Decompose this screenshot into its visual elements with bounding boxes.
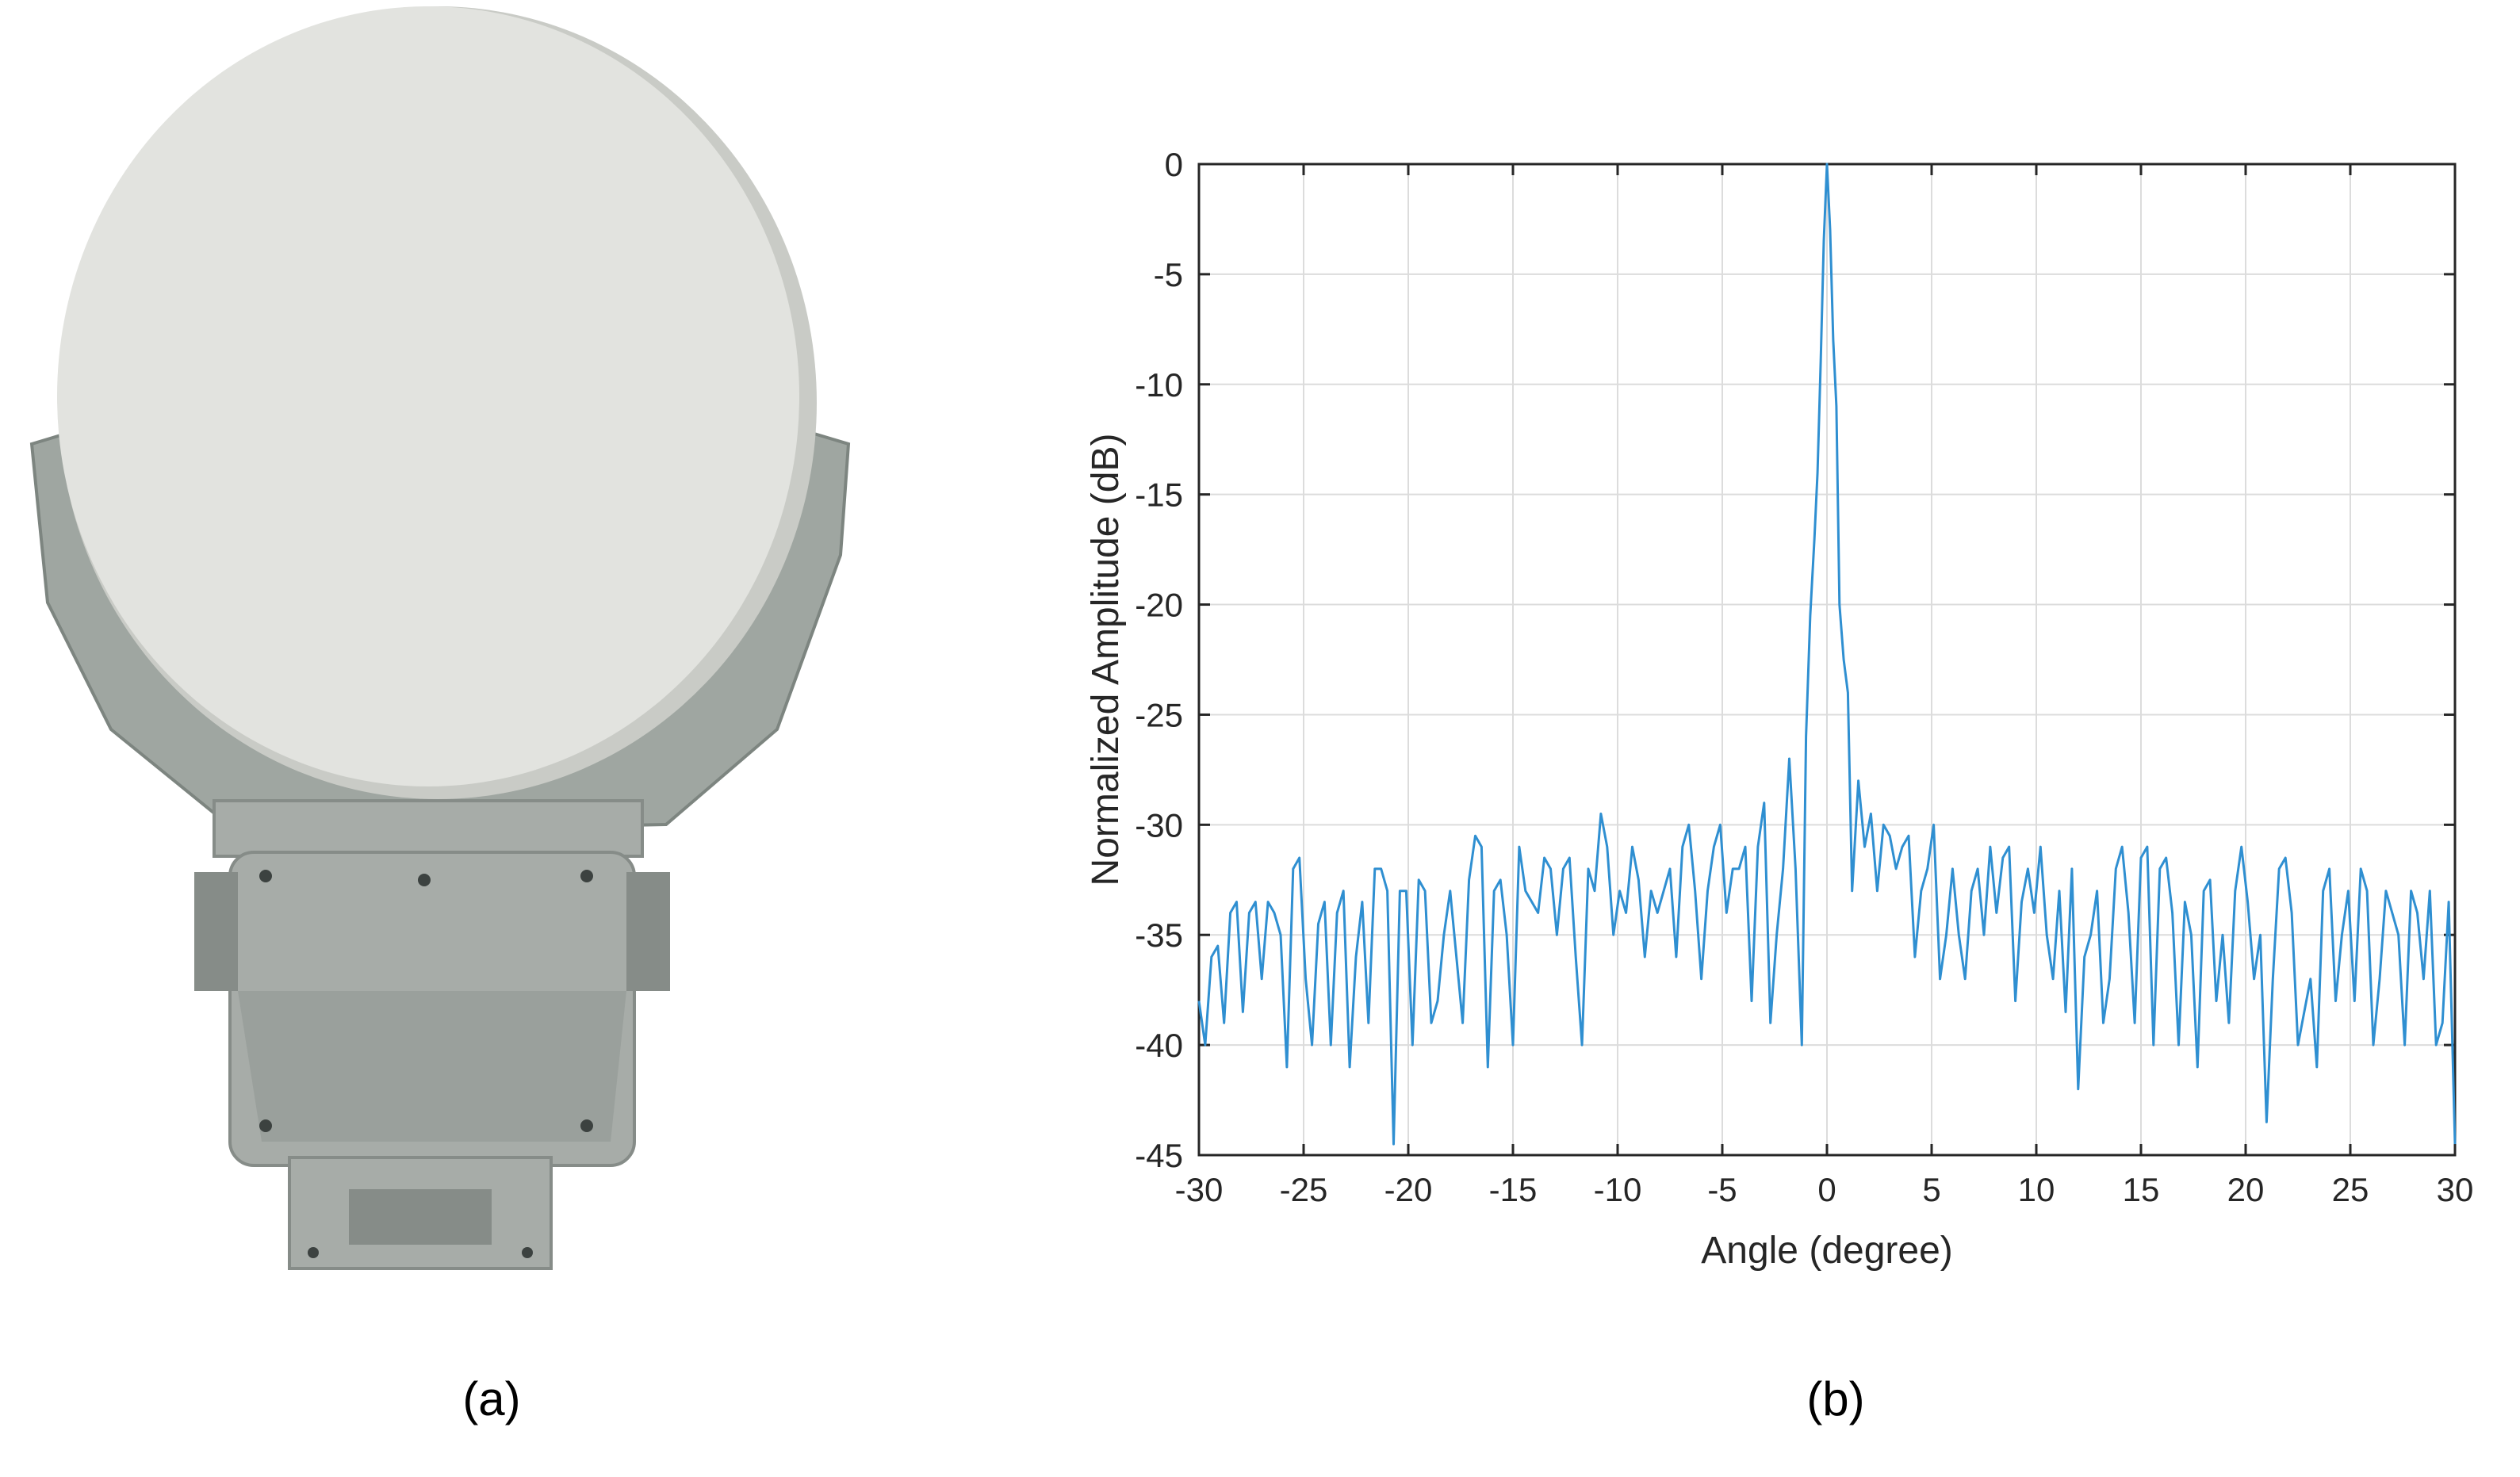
x-tick-label: 25 xyxy=(2332,1171,2369,1208)
x-tick-label: -20 xyxy=(1384,1171,1433,1208)
x-tick-label: -30 xyxy=(1175,1171,1224,1208)
x-tick-label: 20 xyxy=(2227,1171,2265,1208)
grid xyxy=(1199,164,2455,1155)
y-axis-label: Normalized Amplitude (dB) xyxy=(1085,434,1127,886)
y-tick-label: -5 xyxy=(1154,256,1183,293)
x-tick-label: 5 xyxy=(1922,1171,1940,1208)
x-tick-label: -5 xyxy=(1707,1171,1737,1208)
antenna-photo xyxy=(29,6,851,1270)
radome xyxy=(57,6,799,786)
x-tick-label: -25 xyxy=(1280,1171,1328,1208)
axis-ticks: -30 -25 -20 -15 -10 -5 0 5 10 15 20 25 30 0 -5 -10 -15 -2… xyxy=(1135,146,2473,1208)
x-tick-label: 10 xyxy=(2018,1171,2055,1208)
x-tick-label: 0 xyxy=(1817,1171,1836,1208)
mount-base-slot xyxy=(349,1189,492,1245)
y-tick-label: -45 xyxy=(1135,1137,1183,1174)
radiation-pattern-chart: -30 -25 -20 -15 -10 -5 0 5 10 15 20 25 30 0 -5 -10 -15 -2… xyxy=(1085,146,2473,1272)
x-axis-label: Angle (degree) xyxy=(1701,1230,1953,1272)
bolts xyxy=(259,870,593,1258)
y-tick-label: -15 xyxy=(1135,476,1183,514)
mount-top-plate xyxy=(213,799,644,858)
x-tick-label: -10 xyxy=(1594,1171,1642,1208)
caption-a: (a) xyxy=(462,1372,521,1425)
y-tick-label: -10 xyxy=(1135,366,1183,404)
mount-side-right xyxy=(626,872,670,991)
series-line xyxy=(1197,163,2457,1146)
y-tick-label: -35 xyxy=(1135,916,1183,954)
y-tick-label: -30 xyxy=(1135,806,1183,844)
x-tick-label: 30 xyxy=(2437,1171,2474,1208)
caption-b: (b) xyxy=(1806,1372,1865,1425)
y-tick-label: 0 xyxy=(1165,146,1183,183)
y-tick-label: -20 xyxy=(1135,587,1183,624)
mount-lower-shell xyxy=(238,991,626,1142)
x-tick-label: -15 xyxy=(1489,1171,1538,1208)
y-tick-label: -40 xyxy=(1135,1027,1183,1064)
mount-side-left xyxy=(194,872,238,991)
y-tick-label: -25 xyxy=(1135,696,1183,733)
x-tick-label: 15 xyxy=(2123,1171,2160,1208)
